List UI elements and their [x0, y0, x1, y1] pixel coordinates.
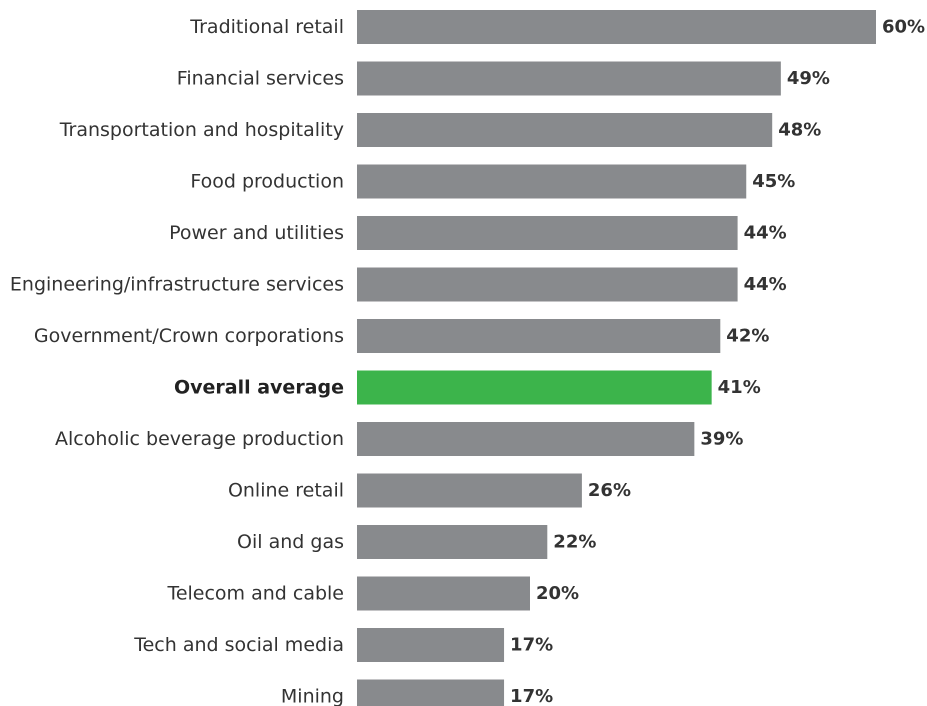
category-label: Food production [190, 171, 344, 193]
bar [357, 370, 712, 405]
bar [357, 267, 738, 302]
bar [357, 422, 695, 456]
category-label: Tech and social media [133, 634, 344, 656]
category-label: Traditional retail [189, 16, 344, 38]
category-label: Mining [281, 686, 344, 706]
value-label: 20% [536, 583, 579, 604]
value-label: 17% [510, 686, 553, 706]
value-label: 44% [744, 274, 787, 295]
bar [357, 10, 876, 44]
value-label: 39% [700, 429, 743, 450]
category-label: Transportation and hospitality [59, 119, 344, 141]
bar [357, 61, 781, 96]
bar-row: Government/Crown corporations 42% [34, 319, 769, 353]
category-label: Oil and gas [237, 531, 344, 553]
value-label: 48% [778, 120, 821, 141]
bar [357, 628, 505, 662]
value-label: 22% [553, 532, 596, 553]
value-label: 26% [588, 480, 631, 501]
value-label: 60% [882, 17, 925, 38]
bar-row: Power and utilities 44% [169, 216, 787, 250]
category-label: Overall average [174, 377, 344, 399]
category-label: Power and utilities [169, 222, 344, 244]
category-label: Government/Crown corporations [34, 325, 344, 347]
value-label: 49% [787, 68, 830, 89]
bar [357, 576, 530, 611]
bar [357, 113, 773, 147]
value-label: 44% [744, 223, 787, 244]
bar-row: Telecom and cable 20% [166, 576, 579, 611]
bar [357, 164, 747, 199]
value-label: 17% [510, 635, 553, 656]
category-label: Online retail [228, 480, 344, 502]
category-label: Telecom and cable [166, 583, 344, 605]
bar-row: Engineering/infrastructure services 44% [10, 267, 787, 302]
bar-row: Overall average 41% [174, 370, 761, 405]
bar [357, 679, 505, 706]
bar [357, 319, 721, 353]
bar [357, 473, 582, 508]
category-label: Financial services [177, 68, 344, 90]
bar-row: Transportation and hospitality 48% [59, 113, 821, 147]
value-label: 41% [718, 377, 761, 398]
value-label: 45% [752, 171, 795, 192]
bar-row: Food production 45% [190, 164, 795, 199]
bar [357, 525, 548, 559]
category-label: Alcoholic beverage production [55, 428, 344, 450]
bar-row: Mining 17% [281, 679, 553, 706]
bar-row: Tech and social media 17% [133, 628, 553, 662]
bar-row: Oil and gas 22% [237, 525, 596, 559]
bar [357, 216, 738, 250]
bar-row: Financial services 49% [177, 61, 830, 96]
bar-row: Traditional retail 60% [189, 10, 925, 44]
value-label: 42% [726, 326, 769, 347]
bar-row: Alcoholic beverage production 39% [55, 422, 743, 456]
category-label: Engineering/infrastructure services [10, 274, 344, 296]
bar-row: Online retail 26% [228, 473, 631, 508]
